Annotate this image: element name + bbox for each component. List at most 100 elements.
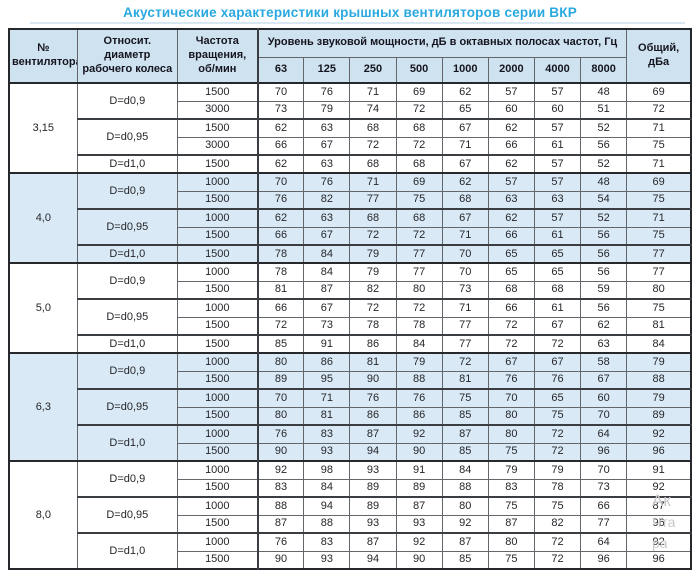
level-cell: 62: [256, 208, 305, 228]
level-cell: 90: [256, 550, 305, 570]
level-cell: 57: [533, 82, 582, 102]
speed-cell: 1500: [176, 406, 259, 426]
level-cell: 72: [349, 136, 397, 156]
level-cell: 87: [303, 280, 351, 300]
level-cell: 76: [487, 370, 535, 390]
level-cell: 57: [533, 118, 582, 138]
level-cell: 60: [487, 100, 535, 120]
level-cell: 74: [349, 100, 397, 120]
level-cell: 67: [533, 352, 582, 372]
level-cell: 85: [441, 550, 489, 570]
level-cell: 71: [349, 82, 397, 102]
level-cell: 63: [580, 334, 628, 354]
diameter-cell: D=d0,95: [76, 496, 178, 534]
table-row: 3000 73 79 74 72 65 60 60 51 72: [9, 100, 692, 120]
level-cell: 75: [487, 442, 535, 462]
level-cell: 63: [487, 190, 535, 210]
diameter-cell: D=d0,9: [76, 352, 178, 390]
level-cell: 68: [395, 118, 443, 138]
level-cell: 94: [349, 550, 397, 570]
level-cell: 65: [441, 100, 489, 120]
table-row: D=d1,0 1500 78 84 79 77 70 65 65 56 77: [9, 244, 692, 264]
level-cell: 80: [395, 280, 443, 300]
level-cell: 79: [395, 352, 443, 372]
level-cell: 88: [441, 478, 489, 498]
level-cell: 61: [533, 226, 582, 246]
level-cell: 68: [533, 280, 582, 300]
table-row: D=d0,95 1500 62 63 68 68 67 62 57 52 71: [9, 118, 692, 156]
table-header: № вентилятора Относит. диаметр рабочего …: [8, 28, 692, 84]
level-cell: 78: [256, 262, 305, 282]
level-cell: 83: [303, 532, 351, 552]
level-cell: 80: [441, 496, 489, 516]
level-cell: 59: [580, 280, 628, 300]
table-row: 1500 76 82 77 75 68 63 63 54 75: [9, 190, 692, 210]
table-row: 1500 87 88 93 93 92 87 82 77 96: [9, 514, 692, 534]
level-cell: 79: [349, 244, 397, 264]
level-cell: 76: [533, 370, 582, 390]
speed-cell: 1000: [176, 460, 259, 480]
level-cell: 84: [303, 478, 351, 498]
diameter-cell: D=d0,9: [76, 460, 178, 498]
level-cell: 66: [256, 136, 305, 156]
diameter-cell: D=d0,95: [76, 298, 178, 336]
level-cell: 79: [349, 262, 397, 282]
level-cell: 87: [441, 424, 489, 444]
total-cell: 71: [626, 154, 692, 174]
level-cell: 87: [441, 532, 489, 552]
level-cell: 72: [533, 532, 582, 552]
header-freq-125: 125: [303, 56, 351, 84]
table-row: 1500 66 67 72 72 71 66 61 56 75: [9, 226, 692, 246]
total-cell: 87: [626, 496, 692, 516]
diameter-cell: D=d0,9: [76, 262, 178, 300]
level-cell: 87: [487, 514, 535, 534]
level-cell: 84: [395, 334, 443, 354]
level-cell: 62: [256, 118, 305, 138]
level-cell: 76: [256, 190, 305, 210]
diameter-cell: D=d0,9: [76, 172, 178, 210]
diameter-cell: D=d0,95: [76, 118, 178, 156]
level-cell: 62: [487, 118, 535, 138]
level-cell: 48: [580, 82, 628, 102]
level-cell: 70: [441, 262, 489, 282]
table-row: 8,0 D=d0,9 1000 92 98 93 91 84 79 79 70 91: [8, 460, 692, 570]
level-cell: 87: [349, 532, 397, 552]
level-cell: 68: [349, 208, 397, 228]
table-body: 3,15 D=d0,9 1500 70 76 71 69 62 57 57 48 69 3000 73 79…: [8, 82, 692, 570]
speed-cell: 1500: [176, 280, 259, 300]
level-cell: 95: [303, 370, 351, 390]
level-cell: 89: [256, 370, 305, 390]
level-cell: 66: [487, 136, 535, 156]
total-cell: 92: [626, 532, 692, 552]
level-cell: 57: [533, 208, 582, 228]
level-cell: 92: [395, 532, 443, 552]
level-cell: 71: [303, 388, 351, 408]
level-cell: 93: [303, 550, 351, 570]
level-cell: 52: [580, 154, 628, 174]
table-row: 3,15 D=d0,9 1500 70 76 71 69 62 57 57 48 69: [8, 82, 692, 174]
speed-cell: 1000: [176, 352, 259, 372]
page-title: Акустические характеристики крышных вент…: [123, 5, 577, 20]
level-cell: 73: [256, 100, 305, 120]
header-freq-1000: 1000: [441, 56, 489, 84]
level-cell: 72: [256, 316, 305, 336]
level-cell: 63: [303, 118, 351, 138]
header-freq-250: 250: [349, 56, 397, 84]
level-cell: 61: [533, 136, 582, 156]
fan-number-cell: 5,0: [8, 262, 78, 354]
level-cell: 70: [256, 388, 305, 408]
level-cell: 68: [395, 208, 443, 228]
total-cell: 79: [626, 388, 692, 408]
level-cell: 63: [303, 154, 351, 174]
level-cell: 70: [256, 172, 305, 192]
level-cell: 70: [441, 244, 489, 264]
total-cell: 92: [626, 478, 692, 498]
table-row: D=d0,95 1000 62 63 68 68 67 62 57 52 71: [9, 208, 692, 246]
level-cell: 80: [256, 406, 305, 426]
level-cell: 73: [303, 316, 351, 336]
speed-cell: 1000: [176, 532, 259, 552]
level-cell: 77: [349, 190, 397, 210]
level-cell: 77: [580, 514, 628, 534]
total-cell: 92: [626, 424, 692, 444]
table-row: 1500 90 93 94 90 85 75 72 96 96: [9, 550, 692, 570]
